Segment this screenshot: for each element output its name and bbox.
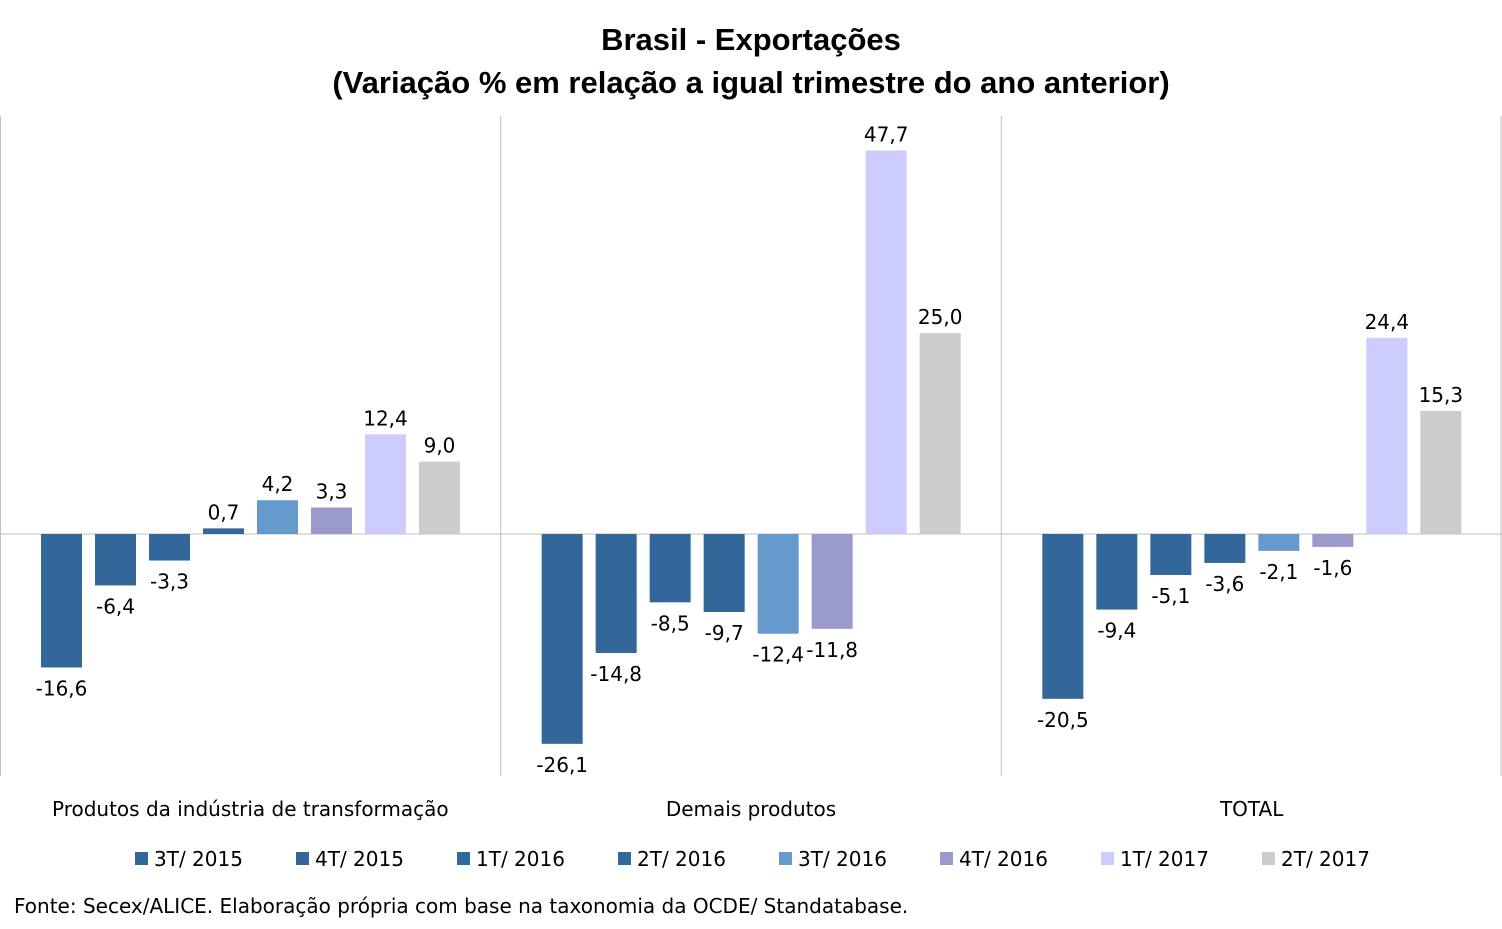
bar [41,534,82,668]
legend-swatch [940,852,953,865]
data-label: -12,4 [752,643,804,667]
legend-label: 4T/ 2015 [315,847,404,871]
legend-label: 3T/ 2016 [798,847,887,871]
data-label: -11,8 [806,638,858,662]
legend-label: 4T/ 2016 [959,847,1048,871]
bar [649,534,691,603]
bar [311,507,352,534]
data-label: -9,4 [1097,619,1136,643]
legend-label: 3T/ 2015 [154,847,243,871]
bar [419,461,460,534]
bar [541,534,583,744]
data-label: 47,7 [864,122,909,146]
legend-swatch [1101,852,1114,865]
data-label: -16,6 [36,676,88,700]
bar [1420,410,1462,534]
data-label: 0,7 [208,500,240,524]
bar [1366,337,1408,534]
data-label: 25,0 [918,305,963,329]
legend-label: 1T/ 2016 [476,847,565,871]
data-label: 4,2 [262,472,294,496]
data-label: -20,5 [1037,708,1089,732]
legend-label: 1T/ 2017 [1120,847,1209,871]
data-label: 9,0 [424,434,456,458]
data-label: -8,5 [651,611,690,635]
data-label: -26,1 [536,753,588,777]
bar [203,528,244,534]
category-label: Produtos da indústria de transformação [52,797,449,821]
bar [257,500,298,534]
bar [595,534,637,653]
data-label: 15,3 [1419,383,1464,407]
data-label: 3,3 [316,479,348,503]
data-label: 24,4 [1365,310,1410,334]
legend-label: 2T/ 2017 [1281,847,1370,871]
data-label: -14,8 [590,662,642,686]
data-label: -3,3 [150,570,189,594]
bar [1258,534,1300,551]
category-label: Demais produtos [666,797,836,821]
data-label: -3,6 [1205,572,1244,596]
legend-swatch [618,852,631,865]
bar [149,534,190,561]
chart-subtitle: (Variação % em relação a igual trimestre… [332,65,1170,100]
chart-title-block: Brasil - Exportações (Variação % em rela… [0,18,1502,104]
bar [1042,534,1084,699]
bar [95,534,136,586]
legend-label: 2T/ 2016 [637,847,726,871]
bar [703,534,745,612]
data-label: -9,7 [705,621,744,645]
source-note: Fonte: Secex/ALICE. Elaboração própria c… [14,894,909,918]
bar [365,434,406,534]
legend-swatch [1262,852,1275,865]
data-label: -1,6 [1313,556,1352,580]
legend-swatch [457,852,470,865]
data-label: 12,4 [363,406,408,430]
chart-title: Brasil - Exportações [601,22,901,57]
category-label: TOTAL [1219,797,1284,821]
legend-swatch [135,852,148,865]
data-label: -5,1 [1151,584,1190,608]
data-label: -6,4 [96,594,135,618]
bar [865,150,907,534]
bar [1204,534,1246,563]
legend-swatch [779,852,792,865]
bar [1312,534,1354,547]
legend-swatch [296,852,309,865]
bar [1150,534,1192,576]
bar [811,534,853,629]
bar [919,333,961,534]
bar [757,534,799,634]
bar [1096,534,1138,610]
data-label: -2,1 [1259,560,1298,584]
